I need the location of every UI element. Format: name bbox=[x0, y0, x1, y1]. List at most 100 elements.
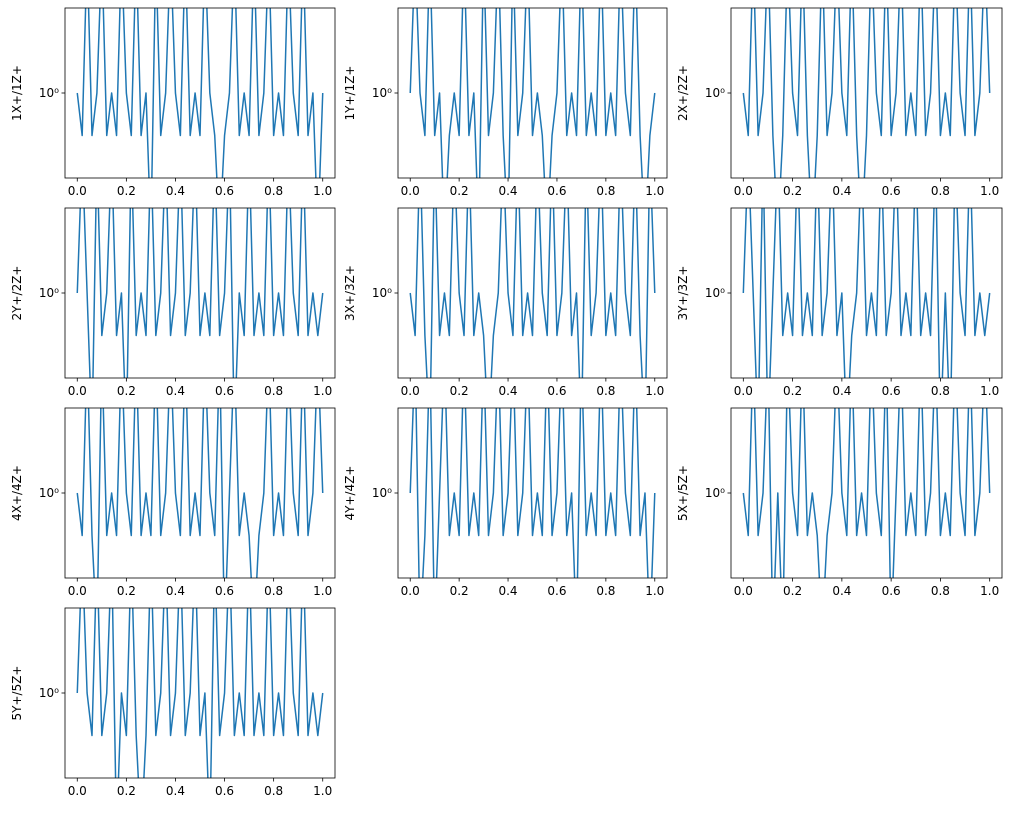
x-tick-label: 0.4 bbox=[498, 184, 517, 198]
x-tick-label: 0.4 bbox=[166, 584, 185, 598]
x-tick-label: 0.4 bbox=[498, 584, 517, 598]
x-tick-label: 0.0 bbox=[68, 584, 87, 598]
x-tick-label: 0.0 bbox=[734, 184, 753, 198]
y-tick-label: 10⁰ bbox=[705, 286, 725, 300]
x-tick-label: 0.6 bbox=[882, 584, 901, 598]
x-tick-label: 0.0 bbox=[401, 584, 420, 598]
subplot: 0.0 0.2 0.4 0.6 0.8 1.0 10⁰ 4X+/4Z+ bbox=[10, 407, 336, 598]
x-tick-label: 0.4 bbox=[166, 784, 185, 798]
y-axis-label: 4X+/4Z+ bbox=[10, 465, 24, 521]
subplot: 0.0 0.2 0.4 0.6 0.8 1.0 10⁰ 4Y+/4Z+ bbox=[343, 407, 668, 598]
x-tick-label: 0.8 bbox=[931, 184, 950, 198]
x-tick-label: 0.2 bbox=[450, 384, 469, 398]
data-line bbox=[409, 208, 656, 378]
y-tick-label: 10⁰ bbox=[372, 286, 392, 300]
plot-area bbox=[742, 8, 991, 178]
x-tick-label: 0.0 bbox=[401, 384, 420, 398]
y-axis-label: 2Y+/2Z+ bbox=[10, 266, 24, 321]
data-line bbox=[742, 408, 991, 578]
plot-area bbox=[76, 608, 324, 778]
data-line bbox=[76, 408, 324, 578]
data-line bbox=[76, 208, 324, 378]
x-tick-label: 0.0 bbox=[68, 184, 87, 198]
x-tick-label: 1.0 bbox=[980, 584, 999, 598]
data-line bbox=[742, 8, 991, 178]
x-tick-label: 0.6 bbox=[215, 184, 234, 198]
plot-area bbox=[742, 208, 991, 378]
y-axis-label: 5Y+/5Z+ bbox=[10, 666, 24, 721]
x-tick-label: 0.2 bbox=[783, 184, 802, 198]
x-tick-label: 0.2 bbox=[450, 184, 469, 198]
x-tick-label: 0.0 bbox=[401, 184, 420, 198]
subplot: 0.0 0.2 0.4 0.6 0.8 1.0 10⁰ 5Y+/5Z+ bbox=[10, 607, 336, 798]
y-tick-label: 10⁰ bbox=[39, 686, 59, 700]
y-axis-label: 5X+/5Z+ bbox=[676, 465, 690, 521]
x-tick-label: 0.6 bbox=[547, 584, 566, 598]
x-tick-label: 0.8 bbox=[931, 384, 950, 398]
x-tick-label: 0.2 bbox=[117, 384, 136, 398]
y-axis-label: 3Y+/3Z+ bbox=[676, 266, 690, 321]
x-tick-label: 0.0 bbox=[68, 784, 87, 798]
x-tick-label: 0.0 bbox=[734, 384, 753, 398]
data-line bbox=[76, 608, 324, 778]
x-tick-label: 0.8 bbox=[264, 184, 283, 198]
subplot: 0.0 0.2 0.4 0.6 0.8 1.0 10⁰ 1Y+/1Z+ bbox=[343, 7, 668, 198]
plot-area bbox=[409, 8, 656, 178]
x-tick-label: 1.0 bbox=[645, 384, 664, 398]
y-axis-label: 3X+/3Z+ bbox=[343, 265, 357, 321]
x-tick-label: 1.0 bbox=[645, 584, 664, 598]
y-tick-label: 10⁰ bbox=[39, 486, 59, 500]
x-tick-label: 0.4 bbox=[166, 184, 185, 198]
plot-area bbox=[76, 408, 324, 578]
x-tick-label: 0.6 bbox=[215, 784, 234, 798]
x-tick-label: 0.6 bbox=[547, 384, 566, 398]
x-tick-label: 0.0 bbox=[734, 584, 753, 598]
x-tick-label: 1.0 bbox=[980, 184, 999, 198]
y-tick-label: 10⁰ bbox=[39, 86, 59, 100]
data-line bbox=[76, 8, 324, 178]
y-tick-label: 10⁰ bbox=[705, 486, 725, 500]
plot-area bbox=[742, 408, 991, 578]
x-tick-label: 0.6 bbox=[882, 384, 901, 398]
x-tick-label: 0.6 bbox=[215, 384, 234, 398]
x-tick-label: 0.4 bbox=[166, 384, 185, 398]
x-tick-label: 0.8 bbox=[264, 784, 283, 798]
x-tick-label: 0.8 bbox=[596, 384, 615, 398]
plot-area bbox=[76, 8, 324, 178]
x-tick-label: 1.0 bbox=[980, 384, 999, 398]
subplot: 0.0 0.2 0.4 0.6 0.8 1.0 10⁰ 2Y+/2Z+ bbox=[10, 207, 336, 398]
plot-area bbox=[409, 208, 656, 378]
x-tick-label: 0.8 bbox=[596, 584, 615, 598]
x-tick-label: 1.0 bbox=[313, 784, 332, 798]
subplot: 0.0 0.2 0.4 0.6 0.8 1.0 10⁰ 2X+/2Z+ bbox=[676, 7, 1003, 198]
x-tick-label: 0.2 bbox=[450, 584, 469, 598]
x-tick-label: 0.4 bbox=[832, 584, 851, 598]
x-tick-label: 0.4 bbox=[832, 384, 851, 398]
x-tick-label: 0.2 bbox=[117, 784, 136, 798]
x-tick-label: 0.2 bbox=[783, 584, 802, 598]
data-line bbox=[409, 8, 656, 178]
x-tick-label: 0.2 bbox=[117, 184, 136, 198]
x-tick-label: 0.8 bbox=[264, 584, 283, 598]
x-tick-label: 0.8 bbox=[596, 184, 615, 198]
x-tick-label: 0.8 bbox=[931, 584, 950, 598]
x-tick-label: 0.2 bbox=[117, 584, 136, 598]
data-line bbox=[742, 208, 991, 378]
subplot: 0.0 0.2 0.4 0.6 0.8 1.0 10⁰ 3X+/3Z+ bbox=[343, 207, 668, 398]
subplot: 0.0 0.2 0.4 0.6 0.8 1.0 10⁰ 5X+/5Z+ bbox=[676, 407, 1003, 598]
y-tick-label: 10⁰ bbox=[705, 86, 725, 100]
y-axis-label: 1Y+/1Z+ bbox=[343, 66, 357, 121]
data-line bbox=[409, 408, 656, 578]
y-axis-label: 4Y+/4Z+ bbox=[343, 466, 357, 521]
x-tick-label: 1.0 bbox=[313, 584, 332, 598]
x-tick-label: 0.6 bbox=[215, 584, 234, 598]
x-tick-label: 0.6 bbox=[547, 184, 566, 198]
y-axis-label: 1X+/1Z+ bbox=[10, 65, 24, 121]
y-tick-label: 10⁰ bbox=[372, 486, 392, 500]
x-tick-label: 1.0 bbox=[645, 184, 664, 198]
plot-area bbox=[409, 408, 656, 578]
x-tick-label: 1.0 bbox=[313, 384, 332, 398]
subplot: 0.0 0.2 0.4 0.6 0.8 1.0 10⁰ 1X+/1Z+ bbox=[10, 7, 336, 198]
x-tick-label: 0.0 bbox=[68, 384, 87, 398]
